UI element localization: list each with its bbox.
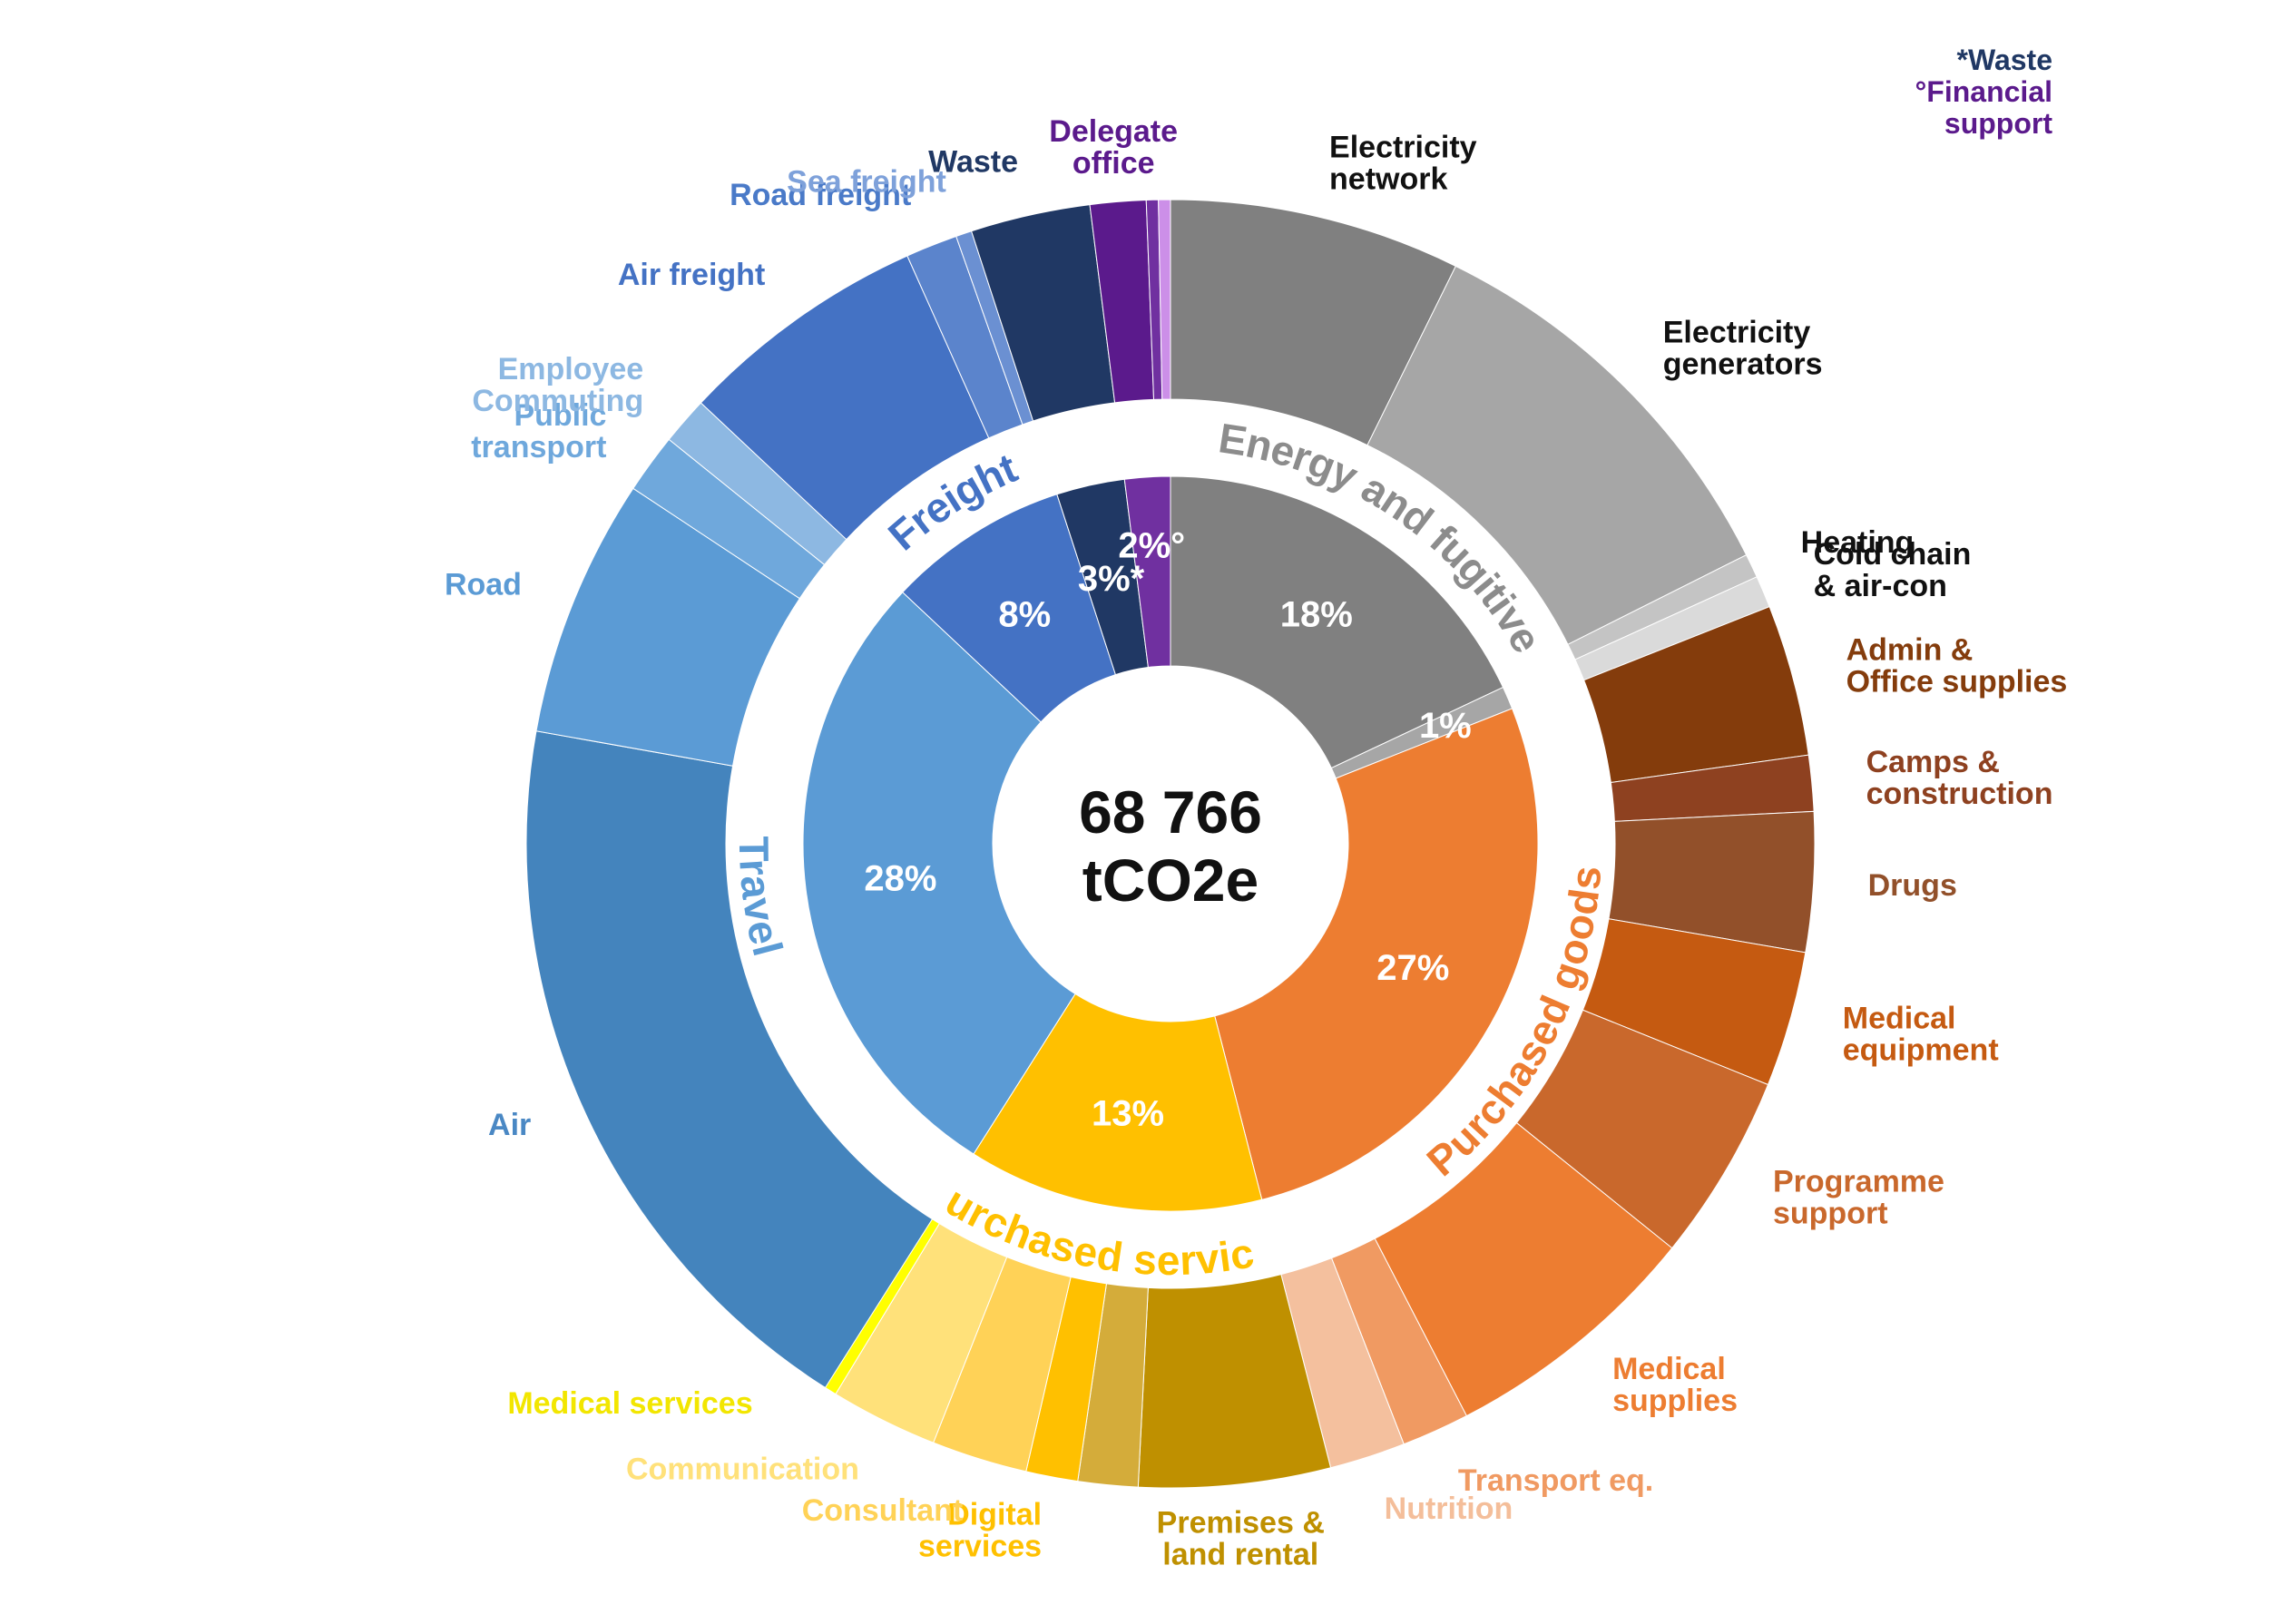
outer-label-road-freight: Road freight (730, 178, 911, 212)
inner-pct-purchased-goods: 27% (1376, 948, 1449, 988)
inner-pct-energy-and-fugitive: 18% (1280, 595, 1353, 635)
outer-label-medical-supplies: Medical supplies (1612, 1352, 1738, 1418)
outer-label-heating: Heating (1801, 525, 1915, 560)
outer-labels: Electricity network Electricity generators H… (445, 114, 2067, 1572)
outer-label-delegate-office: Delegate office (1049, 114, 1178, 181)
outer-label-medical-equipment: Medical equipment (1843, 1002, 1999, 1068)
outer-label-digital-services: Digital services (918, 1497, 1042, 1563)
outer-label-air: Air (488, 1108, 531, 1142)
legend-support: support (1944, 107, 2052, 140)
inner-percent-labels: 18% 1% 27% 13% 28% 8% 3%*2%° (864, 526, 1471, 1134)
outer-label-road: Road (445, 567, 522, 602)
outer-label-air-freight: Air freight (618, 258, 765, 292)
legend: *Waste °Financial support (1915, 44, 2053, 140)
outer-label-communication: Communication (626, 1452, 859, 1486)
outer-label-premises-land-rental: Premises & land rental (1157, 1506, 1325, 1572)
outer-ring (525, 199, 1816, 1489)
outer-label-consultant: Consultant (802, 1493, 964, 1528)
outer-label-waste: Waste (928, 145, 1018, 180)
outer-label-electricity-generators: Electricity generators (1663, 315, 1823, 381)
center-total: 68 766 tCO2e (993, 666, 1348, 1022)
inner-pct-financial-support: 2%° (1118, 526, 1185, 566)
outer-label-transport-eq: Transport eq. (1458, 1463, 1653, 1498)
outer-label-nutrition: Nutrition (1385, 1492, 1513, 1526)
outer-label-public-transport: Public transport (471, 398, 606, 465)
outer-label-admin-office-supplies: Admin & Office supplies (1846, 632, 2068, 699)
outer-label-programme-support: Programme support (1773, 1164, 1944, 1230)
outer-label-electricity-network: Electricity network (1329, 131, 1477, 197)
inner-pct-purchased-services: 13% (1092, 1093, 1164, 1133)
inner-slice-energy-and-fugitive (1170, 475, 1504, 769)
outer-slice-air-0 (525, 730, 934, 1389)
inner-pct-freight: 8% (998, 595, 1051, 635)
legend-waste: *Waste (1956, 44, 2052, 76)
center-total-unit: tCO2e (1082, 846, 1259, 914)
outer-slice-financial-detail-2 (1158, 199, 1171, 400)
outer-label-drugs: Drugs (1868, 868, 1957, 903)
outer-label-cold-chain-air-con: Cold chain & air-con (1814, 537, 1972, 603)
inner-pct-travel: 28% (864, 859, 936, 899)
center-total-value: 68 766 (1079, 778, 1262, 846)
outer-label-medical-services: Medical services (507, 1386, 752, 1421)
inner-pct-waste: 3%* (1078, 559, 1145, 599)
outer-label-camps-construction: Camps & construction (1866, 745, 2053, 811)
legend-financial: °Financial (1915, 75, 2053, 108)
center-hole (993, 666, 1348, 1022)
inner-ring (802, 475, 1539, 1212)
inner-pct-energy-and-fugitive-1: 1% (1419, 706, 1472, 746)
outer-label-employee-commuting: Employee Commuting (472, 352, 643, 418)
ring-label-travel: Travel (730, 836, 792, 961)
outer-label-sea-freight: Sea freight (787, 165, 946, 200)
